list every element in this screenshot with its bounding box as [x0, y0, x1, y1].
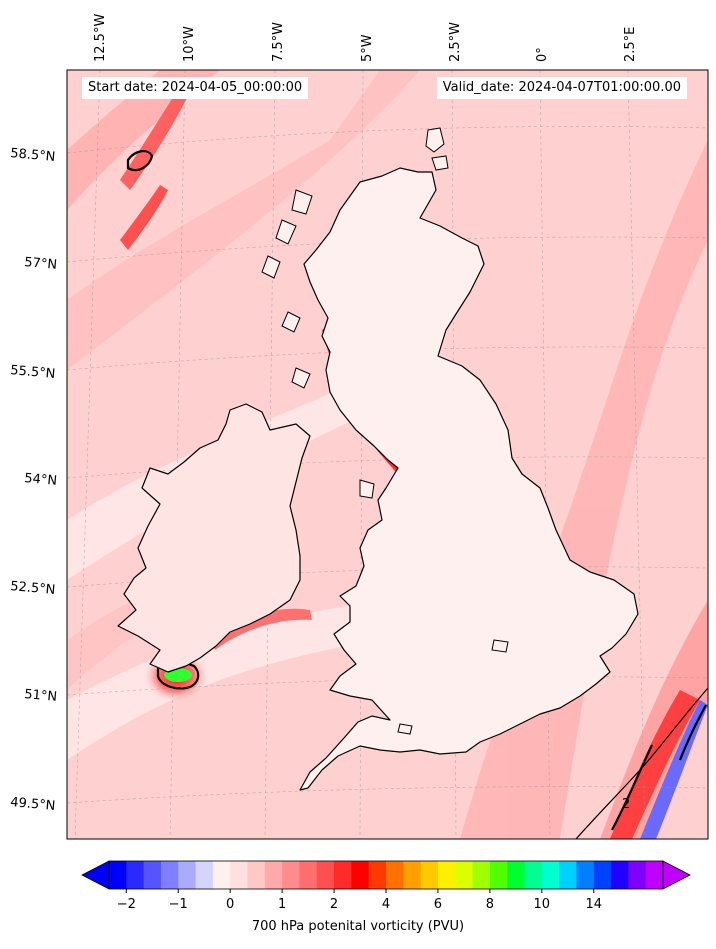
lat-label: 54°N [24, 471, 58, 489]
continent-coastline [575, 687, 708, 839]
colorbar-segment [212, 861, 231, 889]
colorbar-tick-label: −2 [117, 897, 136, 912]
colorbar-segment [230, 861, 248, 889]
colorbar-segment [645, 861, 664, 889]
lon-label: 7.5°W [271, 22, 286, 62]
start-date-label: Start date: 2024-04-05_00:00:00 [82, 77, 309, 99]
colorbar-segment [472, 861, 491, 889]
colorbar-segment [316, 861, 335, 889]
lon-label: 5°W [360, 34, 375, 62]
lon-label: 0° [535, 47, 550, 62]
lat-label: 51°N [24, 687, 58, 705]
latitude-labels: 58.5°N 57°N 55.5°N 54°N 52.5°N 51°N 49.5… [10, 146, 58, 814]
great-britain-coastline [299, 167, 639, 791]
colorbar-ticks: −2 −1 0 1 2 4 6 8 10 14 [117, 889, 602, 912]
colorbar-segment [351, 861, 370, 889]
colorbar [81, 860, 691, 890]
colorbar-segment [559, 861, 577, 889]
colorbar-segment [386, 861, 404, 889]
lon-label: 2.5°W [448, 22, 463, 62]
colorbar-segment [143, 861, 162, 889]
colorbar-segment [593, 861, 612, 889]
lat-label: 57°N [24, 255, 58, 273]
colorbar-tick-label: 2 [330, 897, 338, 912]
colorbar-tick-label: −1 [169, 897, 188, 912]
colorbar-segment [628, 861, 647, 889]
colorbar-segment [403, 861, 422, 889]
lat-label: 55.5°N [10, 363, 56, 382]
pv-contours [126, 150, 707, 831]
colorbar-segment [109, 861, 127, 889]
lon-label: 2.5°E [623, 27, 638, 62]
lat-label: 58.5°N [10, 146, 56, 165]
colorbar-segment [524, 861, 543, 889]
colorbar-segment [195, 861, 214, 889]
longitude-labels: 12.5°W 10°W 7.5°W 5°W 2.5°W 0° 2.5°E [93, 14, 638, 62]
lon-label: 12.5°W [93, 14, 108, 62]
colorbar-segment [611, 861, 629, 889]
colorbar-segment [178, 861, 197, 889]
colorbar-segment [160, 861, 179, 889]
colorbar-segment [455, 861, 474, 889]
colorbar-segment [299, 861, 318, 889]
colorbar-extend-min [81, 860, 110, 890]
islands [261, 127, 509, 735]
colorbar-segment [437, 861, 456, 889]
colorbar-segment [368, 861, 387, 889]
pv-maxima [120, 78, 708, 839]
colorbar-segment [541, 861, 560, 889]
valid-date-label: Valid_date: 2024-04-07T01:00:00.00 [436, 77, 687, 99]
colorbar-tick-label: 4 [382, 897, 390, 912]
colorbar-segment [247, 861, 266, 889]
colorbar-extend-max [662, 860, 691, 890]
map-frame [66, 69, 709, 840]
contour-label-se: 2 [622, 797, 630, 812]
colorbar-segment [264, 861, 283, 889]
colorbar-segment [489, 861, 508, 889]
colorbar-tick-label: 10 [534, 897, 551, 912]
lon-label: 10°W [182, 26, 197, 62]
colorbar-tick-label: 14 [585, 897, 602, 912]
colorbar-segment [282, 861, 300, 889]
colorbar-tick-label: 1 [278, 897, 286, 912]
colorbar-segment [334, 861, 352, 889]
ireland-coastline [117, 403, 311, 673]
lat-label: 52.5°N [10, 579, 56, 598]
colorbar-tick-label: 6 [434, 897, 442, 912]
lat-label: 49.5°N [10, 795, 56, 814]
colorbar-tick-label: 0 [226, 897, 234, 912]
colorbar-label: 700 hPa potenital vorticity (PVU) [251, 919, 465, 934]
colorbar-tick-label: 8 [486, 897, 494, 912]
colorbar-segment [576, 861, 595, 889]
colorbar-segment [126, 861, 145, 889]
map-panel: 2 2 [67, 70, 708, 839]
colorbar-segment [507, 861, 525, 889]
colorbar-segment [420, 861, 439, 889]
